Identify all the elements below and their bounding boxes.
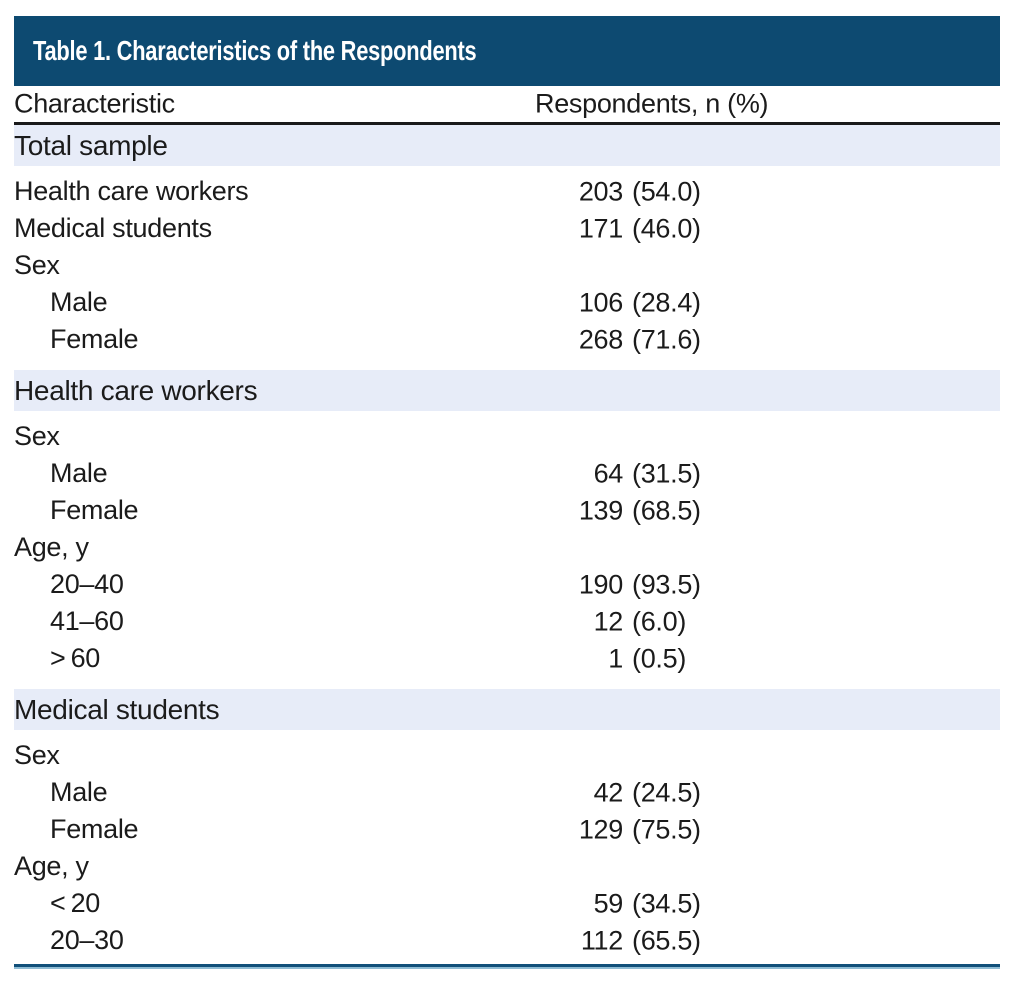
row-value: 59 (34.5) [521, 888, 701, 919]
row-value-pct: (28.4) [632, 287, 701, 317]
section-rows: Health care workers 203 (54.0) Medical st… [14, 166, 1000, 363]
row-label: Age, y [14, 851, 89, 881]
row-value-n: 64 [593, 458, 624, 488]
table-row: Male 42 (24.5) [14, 774, 1000, 811]
row-label: > 60 [50, 643, 101, 673]
section-header-band: Total sample [14, 125, 1000, 166]
row-value-pct: (6.0) [632, 606, 687, 636]
table-row: Sex [14, 247, 1000, 284]
row-label: Health care workers [14, 176, 249, 206]
table-row: Medical students 171 (46.0) [14, 210, 1000, 247]
row-value-pct: (93.5) [632, 569, 701, 599]
table-row: > 60 1 (0.5) [14, 640, 1000, 677]
row-value-n: 1 [608, 643, 623, 673]
column-header-characteristic: Characteristic [14, 88, 175, 119]
row-value-n: 59 [593, 888, 624, 918]
row-value-pct: (75.5) [632, 814, 701, 844]
row-value: 171 (46.0) [521, 213, 701, 244]
row-value: 12 (6.0) [521, 606, 687, 637]
row-label: Female [50, 495, 139, 525]
section-medical-students: Medical students Sex Male 42 (24.5) Femal… [14, 689, 1000, 964]
row-value-n: 203 [578, 176, 623, 206]
section-header-band: Medical students [14, 689, 1000, 730]
table-row: < 20 59 (34.5) [14, 885, 1000, 922]
row-value: 190 (93.5) [521, 569, 701, 600]
table-row: Male 106 (28.4) [14, 284, 1000, 321]
table-row: 20–30 112 (65.5) [14, 922, 1000, 959]
row-value-pct: (65.5) [632, 925, 701, 955]
section-header-label: Health care workers [14, 374, 258, 406]
row-label: Female [50, 324, 139, 354]
section-rows: Sex Male 64 (31.5) Female 139 (68.5) Age, … [14, 411, 1000, 682]
table-row: Female 129 (75.5) [14, 811, 1000, 848]
section-health-care-workers: Health care workers Sex Male 64 (31.5) Fe… [14, 370, 1000, 682]
row-label: < 20 [50, 888, 101, 918]
row-value: 42 (24.5) [521, 777, 701, 808]
row-value: 268 (71.6) [521, 324, 701, 355]
row-value-n: 12 [593, 606, 624, 636]
row-label: Age, y [14, 532, 89, 562]
row-value-n: 171 [578, 213, 623, 243]
section-header-label: Medical students [14, 693, 220, 725]
table-row: Sex [14, 737, 1000, 774]
row-value-n: 129 [578, 814, 623, 844]
row-label: Sex [14, 421, 60, 451]
row-value: 203 (54.0) [521, 176, 701, 207]
row-value-pct: (24.5) [632, 777, 701, 807]
section-rows: Sex Male 42 (24.5) Female 129 (75.5) Age, … [14, 730, 1000, 964]
column-header-row: Characteristic Respondents, n (%) [14, 86, 1000, 125]
row-label: Sex [14, 250, 60, 280]
row-label: Male [50, 458, 108, 488]
row-label: Male [50, 287, 108, 317]
row-value-pct: (46.0) [632, 213, 701, 243]
row-value-n: 106 [578, 287, 623, 317]
row-value: 1 (0.5) [521, 643, 686, 674]
section-header-band: Health care workers [14, 370, 1000, 411]
row-value-pct: (34.5) [632, 888, 701, 918]
row-value-pct: (31.5) [632, 458, 701, 488]
table-title: Table 1. Characteristics of the Responde… [33, 35, 477, 66]
table-row: Female 139 (68.5) [14, 492, 1000, 529]
table-row: 41–60 12 (6.0) [14, 603, 1000, 640]
row-value-n: 139 [578, 495, 623, 525]
row-value-n: 268 [578, 324, 623, 354]
row-value-n: 42 [593, 777, 624, 807]
table-row: Sex [14, 418, 1000, 455]
row-value-pct: (68.5) [632, 495, 701, 525]
row-label: Male [50, 777, 108, 807]
table-row: Female 268 (71.6) [14, 321, 1000, 358]
table-row: Male 64 (31.5) [14, 455, 1000, 492]
table-bottom-rule-dark [14, 964, 1000, 967]
row-label: 20–40 [50, 569, 124, 599]
table-row: Age, y [14, 529, 1000, 566]
row-value: 129 (75.5) [521, 814, 701, 845]
section-total-sample: Total sample Health care workers 203 (54.… [14, 125, 1000, 363]
table-bottom-rule-light [14, 967, 1000, 969]
table-row: 20–40 190 (93.5) [14, 566, 1000, 603]
table-row: Age, y [14, 848, 1000, 885]
section-header-label: Total sample [14, 129, 168, 161]
row-value-n: 112 [580, 925, 623, 955]
row-value-pct: (54.0) [632, 176, 701, 206]
row-value-n: 190 [578, 569, 623, 599]
row-value: 64 (31.5) [521, 458, 701, 489]
row-value: 112 (65.5) [521, 925, 701, 956]
row-value: 139 (68.5) [521, 495, 701, 526]
table-title-bar: Table 1. Characteristics of the Responde… [14, 16, 1000, 86]
row-label: Medical students [14, 213, 212, 243]
row-label: Female [50, 814, 139, 844]
row-label: Sex [14, 740, 60, 770]
row-value: 106 (28.4) [521, 287, 701, 318]
column-header-respondents: Respondents, n (%) [535, 88, 769, 119]
characteristics-table: Table 1. Characteristics of the Responde… [14, 16, 1000, 969]
table-row: Health care workers 203 (54.0) [14, 173, 1000, 210]
row-value-pct: (0.5) [632, 643, 687, 673]
row-value-pct: (71.6) [632, 324, 701, 354]
row-label: 41–60 [50, 606, 124, 636]
row-label: 20–30 [50, 925, 124, 955]
